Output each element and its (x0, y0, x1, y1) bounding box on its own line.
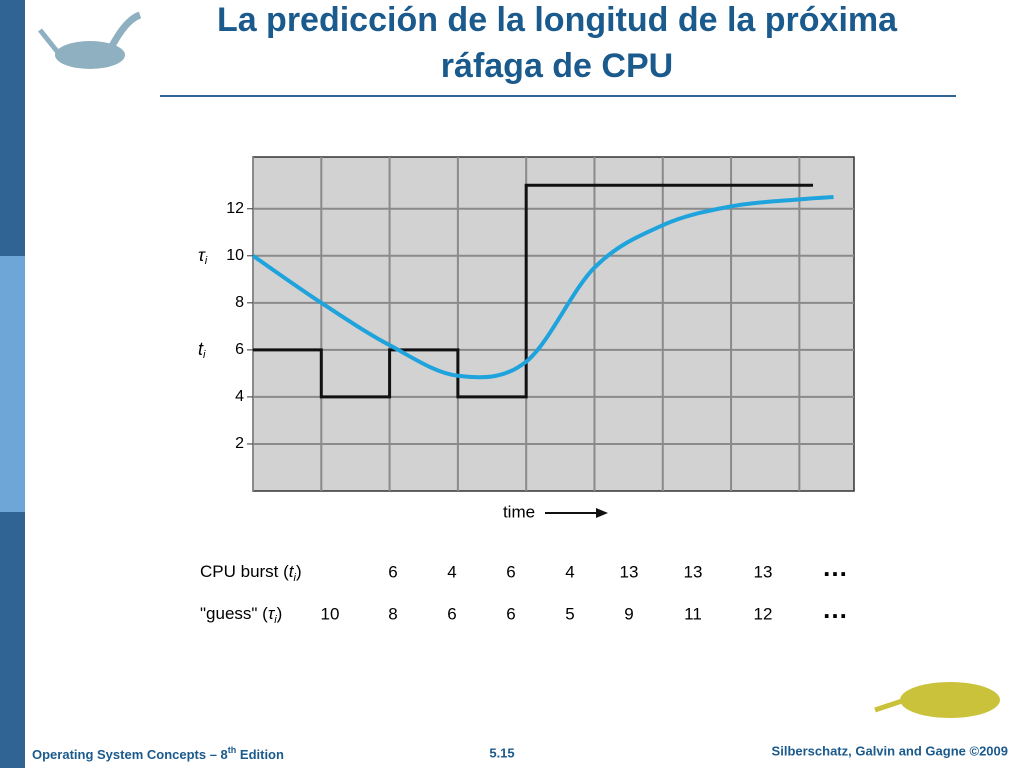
footer-page: 5.15 (489, 745, 514, 760)
table-cell: 4 (447, 562, 456, 581)
dino-icon (874, 682, 1000, 718)
x-axis-label: time (503, 502, 535, 521)
y-tick-label: 4 (235, 388, 244, 405)
row-label-var: t (289, 562, 295, 581)
row-label-text: ) (277, 604, 283, 623)
series-line (251, 194, 834, 380)
table-cell: 11 (684, 604, 702, 623)
row-label-text: "guess" ( (200, 604, 268, 623)
y-tick-label: 10 (226, 247, 244, 264)
row-label-var: τ (268, 604, 276, 623)
y-tick-label: 12 (226, 200, 244, 217)
footer-left: Operating System Concepts – 8th Edition (32, 745, 284, 762)
table-cell: 9 (624, 604, 633, 623)
table-cell: 4 (565, 562, 574, 581)
row-label: "guess" (τi) (200, 604, 282, 625)
table-cell: 6 (506, 604, 515, 623)
series-line (253, 183, 814, 399)
table-cell: 10 (321, 604, 340, 623)
table-more: … (822, 594, 848, 624)
table-cell: 13 (754, 562, 773, 581)
footer-sup: th (228, 745, 237, 755)
footer-right: Silberschatz, Galvin and Gagne ©2009 (772, 743, 1008, 758)
y-tick-label: 2 (235, 435, 244, 452)
title-line: La predicción de la longitud de la próxi… (217, 1, 898, 39)
footer-text: Edition (236, 747, 284, 762)
y-tick-label: 8 (235, 294, 244, 311)
table-cell: 6 (506, 562, 515, 581)
table-cell: 8 (388, 604, 397, 623)
table-cell: 6 (447, 604, 456, 623)
table-cell: 6 (388, 562, 397, 581)
y-label: τi (198, 245, 208, 267)
y-label-sub: i (203, 349, 206, 361)
table-cell: 13 (684, 562, 703, 581)
row-label-sub: i (274, 614, 277, 626)
row-label-sub: i (294, 572, 297, 584)
row-label: CPU burst (ti) (200, 562, 302, 583)
table-cell: 12 (754, 604, 773, 623)
row-label-text: ) (296, 562, 302, 581)
table-more: … (822, 552, 848, 582)
title-line: ráfaga de CPU (441, 47, 673, 85)
dino-icon (38, 11, 142, 69)
y-label: ti (198, 339, 206, 361)
footer-text: Operating System Concepts – 8 (32, 747, 228, 762)
row-label-text: CPU burst ( (200, 562, 289, 581)
table-cell: 13 (620, 562, 639, 581)
axis-arrow-head (596, 508, 608, 518)
table-cell: 5 (565, 604, 574, 623)
y-label-sub: i (205, 255, 208, 267)
sidebar-accent (0, 256, 25, 512)
y-label-symbol: τ (198, 245, 206, 265)
y-tick-label: 6 (235, 341, 244, 358)
y-label-symbol: t (198, 339, 204, 359)
